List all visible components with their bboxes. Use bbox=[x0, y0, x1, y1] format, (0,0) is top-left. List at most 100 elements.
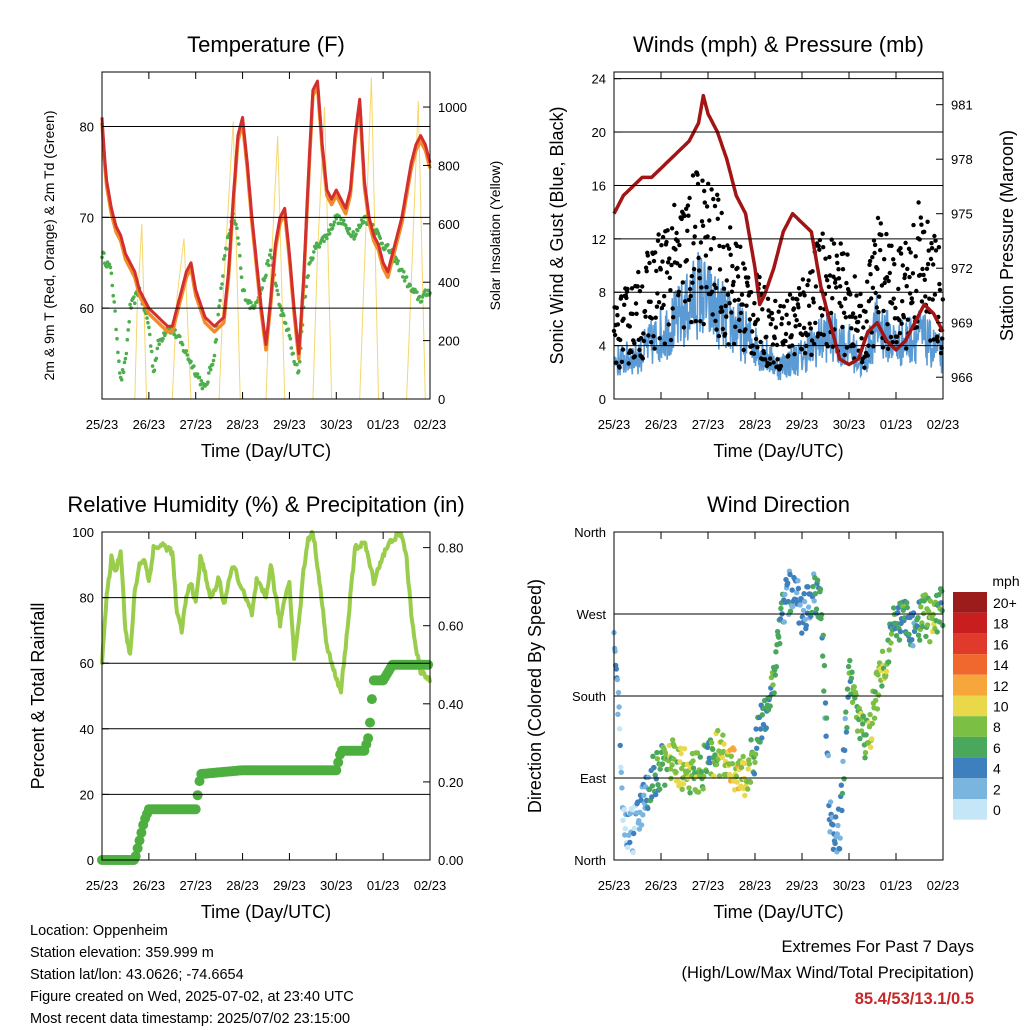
direction-point bbox=[670, 737, 676, 743]
gust-point bbox=[919, 222, 924, 227]
extremes-box: Extremes For Past 7 Days (High/Low/Max W… bbox=[681, 934, 974, 1012]
direction-point bbox=[728, 753, 734, 759]
direction-point bbox=[715, 727, 721, 734]
direction-point bbox=[805, 584, 811, 590]
gust-point bbox=[679, 216, 684, 222]
direction-point bbox=[801, 598, 808, 605]
gust-point bbox=[675, 261, 680, 266]
gust-point bbox=[721, 286, 727, 291]
direction-point bbox=[844, 725, 850, 731]
direction-point bbox=[910, 610, 917, 616]
y-tick-label: 24 bbox=[592, 72, 606, 87]
direction-point bbox=[803, 622, 809, 629]
direction-point bbox=[893, 633, 900, 639]
gust-point bbox=[844, 345, 850, 350]
dewpoint-point bbox=[325, 236, 329, 241]
gust-point bbox=[841, 251, 846, 256]
legend-label: 0 bbox=[993, 802, 1001, 818]
dewpoint-point bbox=[172, 332, 176, 337]
dewpoint-point bbox=[283, 321, 288, 326]
panel-2: 25/23 26/23 27/23 28/23 29/23 30/23 01/23 02/23… bbox=[547, 32, 1017, 461]
dewpoint-series bbox=[100, 212, 432, 391]
gust-point bbox=[905, 266, 910, 272]
y2-axis-title: Solar Insolation (Yellow) bbox=[487, 161, 503, 311]
gust-point bbox=[900, 263, 905, 268]
gust-point bbox=[713, 318, 718, 324]
direction-point bbox=[790, 603, 796, 610]
x-tick-label: 01/23 bbox=[880, 878, 913, 893]
dewpoint-point bbox=[288, 336, 293, 341]
gust-point bbox=[882, 257, 887, 262]
gust-point bbox=[926, 248, 931, 253]
gust-point bbox=[880, 345, 886, 350]
direction-point bbox=[811, 598, 817, 604]
gust-point bbox=[878, 248, 883, 253]
x-tick-label: 29/23 bbox=[273, 417, 306, 432]
dewpoint-point bbox=[267, 253, 272, 257]
y-axis-title: 2m & 9m T (Red, Orange) & 2m Td (Green) bbox=[41, 111, 57, 381]
gust-point bbox=[888, 334, 894, 340]
dewpoint-point bbox=[125, 337, 130, 342]
gust-point bbox=[717, 243, 722, 249]
precip-point bbox=[423, 659, 434, 670]
direction-point bbox=[794, 590, 800, 596]
gust-point bbox=[834, 253, 839, 258]
precip-point bbox=[190, 804, 201, 815]
gust-point bbox=[721, 244, 726, 250]
direction-point bbox=[659, 761, 666, 767]
dewpoint-point bbox=[351, 230, 356, 234]
direction-point bbox=[842, 747, 848, 754]
gust-point bbox=[637, 347, 642, 353]
plot-frame bbox=[613, 71, 944, 400]
gust-point bbox=[936, 245, 942, 250]
gust-point bbox=[893, 305, 898, 311]
dewpoint-point bbox=[423, 288, 428, 293]
gust-point bbox=[903, 240, 908, 246]
direction-point bbox=[776, 634, 782, 640]
gust-point bbox=[662, 341, 667, 346]
direction-point bbox=[615, 689, 622, 696]
direction-point bbox=[679, 765, 685, 772]
y-tick-label: 0 bbox=[87, 853, 94, 868]
gust-point bbox=[708, 247, 714, 252]
gust-point bbox=[619, 359, 625, 364]
gust-point bbox=[640, 356, 645, 361]
gust-point bbox=[799, 347, 804, 352]
direction-point bbox=[630, 849, 636, 856]
gust-point bbox=[713, 285, 719, 291]
direction-point bbox=[781, 619, 787, 625]
x-tick-label: 30/23 bbox=[833, 878, 866, 893]
gust-point bbox=[779, 316, 785, 321]
gust-point bbox=[908, 250, 913, 255]
gust-point bbox=[840, 324, 845, 330]
gust-point bbox=[835, 260, 840, 266]
direction-point bbox=[655, 782, 661, 788]
gust-point bbox=[641, 338, 647, 344]
gust-point bbox=[784, 298, 790, 303]
gust-point bbox=[775, 357, 780, 362]
dewpoint-point bbox=[210, 362, 215, 367]
gust-point bbox=[669, 262, 674, 268]
dewpoint-point bbox=[119, 378, 124, 382]
speed-legend: mph 20+ 18 16 14 12 10 8 6 4 2 0 bbox=[953, 573, 1020, 820]
gust-point bbox=[884, 231, 889, 237]
direction-point bbox=[939, 607, 945, 614]
gust-point bbox=[845, 252, 850, 257]
direction-point bbox=[851, 684, 857, 690]
y-tick-label: 80 bbox=[80, 120, 94, 135]
gust-point bbox=[738, 310, 744, 316]
direction-point bbox=[891, 605, 897, 611]
direction-point bbox=[924, 622, 931, 628]
gust-point bbox=[904, 284, 909, 289]
dewpoint-point bbox=[347, 227, 352, 231]
y2-tick-label: 0.20 bbox=[438, 775, 463, 790]
gust-point bbox=[925, 261, 931, 267]
legend-swatch bbox=[953, 674, 987, 696]
y2-tick-label: 966 bbox=[951, 370, 973, 385]
dewpoint-point bbox=[308, 260, 312, 265]
gust-point bbox=[900, 299, 905, 304]
gust-point bbox=[872, 250, 877, 256]
dewpoint-point bbox=[219, 286, 223, 291]
direction-point bbox=[848, 675, 855, 681]
gust-point bbox=[722, 331, 728, 337]
